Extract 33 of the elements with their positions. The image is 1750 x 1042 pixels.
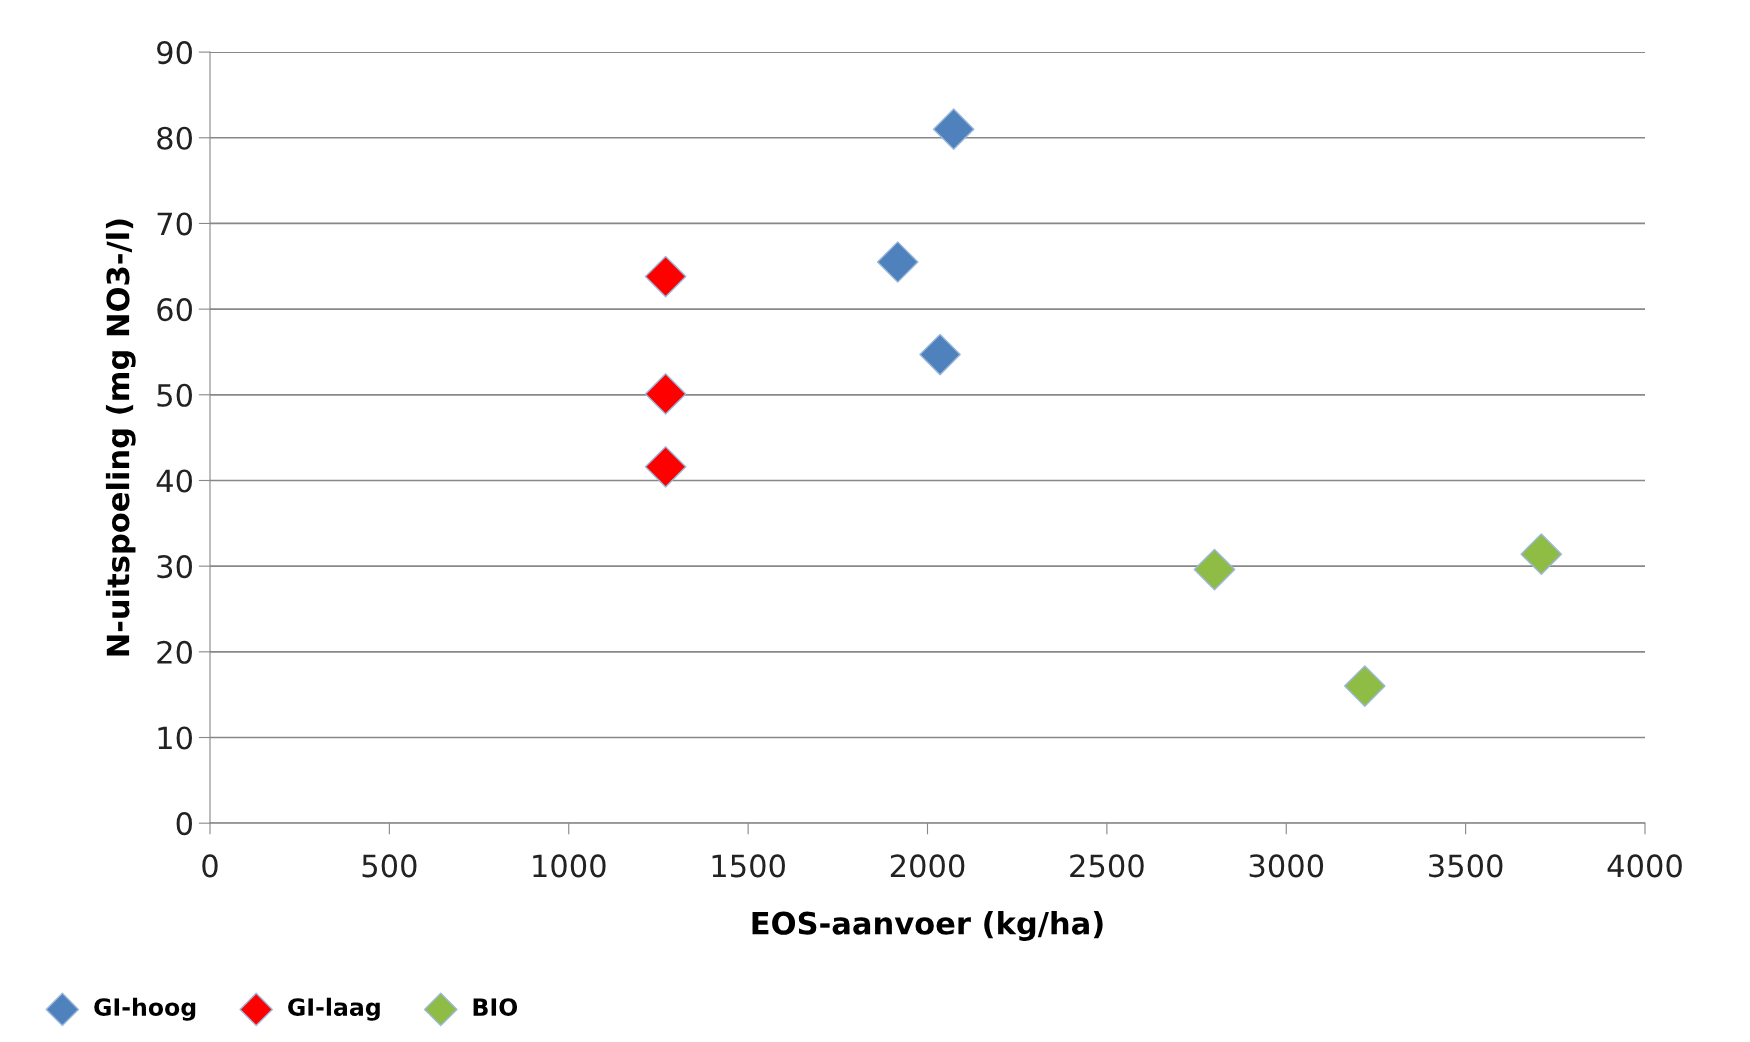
- y-tick-label: 0: [176, 812, 192, 836]
- x-tick-label: 3000: [1249, 854, 1324, 878]
- legend-label: GI-laag: [288, 997, 380, 1021]
- y-tick-label: 10: [158, 726, 192, 750]
- legend-label: GI-hoog: [94, 997, 196, 1021]
- y-axis-title: N-uitspoeling (mg NO3-/l): [105, 219, 136, 656]
- x-axis-title: EOS-aanvoer (kg/ha): [752, 911, 1103, 941]
- y-tick-label: 70: [157, 212, 192, 236]
- x-tick-label: 2000: [890, 854, 965, 878]
- y-tick-label: 20: [157, 640, 192, 664]
- point: [919, 333, 961, 376]
- x-tick-label: 500: [362, 854, 417, 878]
- y-tick-label: 40: [156, 469, 192, 493]
- point: [1193, 548, 1236, 591]
- point: [876, 241, 919, 283]
- x-tick-label: 0: [202, 854, 218, 878]
- point: [932, 108, 975, 151]
- y-tick-label: 30: [157, 555, 192, 579]
- x-tick-label: 1500: [712, 854, 785, 878]
- x-tick-label: 3500: [1429, 854, 1503, 878]
- y-tick-label: 80: [157, 126, 192, 150]
- point: [1343, 665, 1386, 707]
- point: [644, 445, 687, 488]
- y-tick-label: 90: [157, 41, 192, 65]
- x-tick-label: 2500: [1070, 854, 1144, 878]
- point: [644, 373, 687, 415]
- point: [644, 255, 687, 298]
- legend-label: BIO: [473, 998, 518, 1016]
- x-tick-label: 1000: [533, 854, 606, 878]
- y-tick-label: 50: [157, 383, 192, 407]
- x-tick-label: 4000: [1607, 854, 1682, 878]
- point: [1520, 533, 1563, 575]
- y-tick-label: 60: [157, 298, 192, 322]
